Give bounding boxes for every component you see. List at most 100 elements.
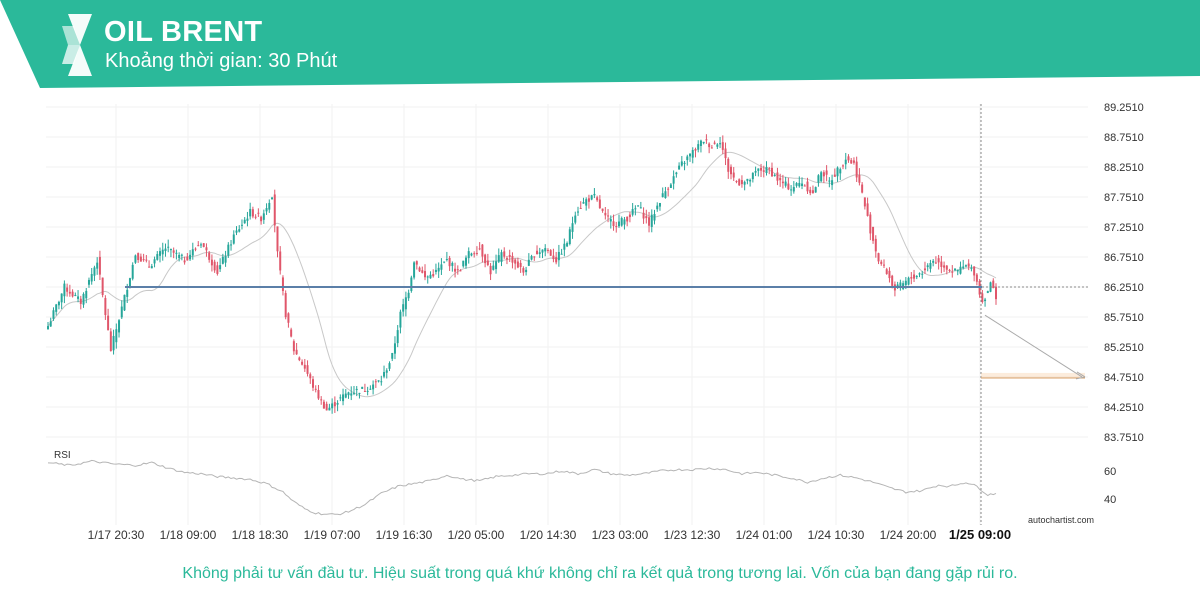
candle-body [514, 259, 517, 264]
candle-body [495, 261, 498, 270]
candle-body [945, 265, 948, 270]
candle-body [230, 244, 233, 246]
candle-body [178, 254, 181, 259]
time-tick-label: 1/19 07:00 [304, 528, 361, 542]
rsi-tick-label: 60 [1104, 466, 1116, 478]
candle-body [87, 279, 90, 285]
candle-body [342, 394, 345, 402]
candle-body [798, 182, 801, 187]
candle-body [642, 212, 645, 219]
candle-body [328, 407, 331, 411]
candle-body [593, 193, 596, 196]
candle-body [333, 402, 336, 407]
candle-body [970, 267, 973, 269]
moving-average-line [47, 151, 997, 398]
candle-body [413, 262, 416, 278]
candle-body [486, 260, 489, 265]
price-tick-label: 84.7510 [1104, 372, 1144, 384]
candle-body [260, 216, 263, 222]
candle-body [612, 221, 615, 226]
candle-body [995, 286, 997, 300]
candle-body [596, 197, 599, 201]
candle-body [836, 167, 839, 177]
candle-body [574, 215, 577, 223]
candle-body [410, 277, 413, 292]
candle-body [281, 277, 284, 292]
candle-body [716, 144, 719, 147]
candle-body [115, 329, 118, 343]
candle-body [907, 277, 910, 285]
candle-body [757, 168, 760, 171]
watermark-text: autochartist.com [1028, 515, 1094, 525]
candle-body [546, 249, 549, 251]
candle-body [470, 253, 473, 256]
candle-body [224, 256, 227, 263]
candle-body [120, 306, 123, 318]
price-tick-label: 86.2510 [1104, 282, 1144, 294]
candle-body [645, 216, 648, 219]
rsi-panel: RSI [47, 450, 997, 516]
candle-body [760, 167, 763, 171]
candle-body [951, 271, 954, 273]
candle-body [650, 214, 653, 227]
candle-body [358, 392, 361, 394]
candle-body [257, 212, 260, 214]
price-tick-label: 87.7510 [1104, 192, 1144, 204]
candle-body [787, 183, 790, 190]
candle-body [954, 268, 957, 271]
candle-body [361, 386, 364, 389]
candle-body [156, 254, 159, 260]
price-tick-label: 86.7510 [1104, 252, 1144, 264]
candle-body [268, 202, 271, 210]
candle-body [434, 269, 437, 272]
candle-body [964, 265, 967, 267]
candle-body [388, 363, 391, 369]
candle-body [833, 174, 836, 177]
candle-body [322, 401, 325, 409]
candle-body [828, 180, 831, 182]
candle-body [530, 256, 533, 260]
candle-body [175, 252, 178, 254]
candle-body [142, 259, 145, 261]
candle-body [284, 293, 287, 318]
candle-body [549, 250, 552, 256]
candle-body [60, 293, 63, 303]
forecast [980, 104, 1086, 525]
candle-body [374, 381, 377, 383]
candle-body [664, 191, 667, 198]
price-tick-label: 85.7510 [1104, 312, 1144, 324]
candle-body [762, 170, 765, 172]
risk-disclaimer: Không phải tư vấn đầu tư. Hiệu suất tron… [182, 565, 1018, 582]
candle-body [202, 243, 205, 247]
candle-body [967, 263, 970, 267]
candle-body [934, 262, 937, 264]
candle-body [301, 361, 304, 365]
candle-body [806, 181, 809, 192]
candlesticks [47, 134, 997, 414]
candle-body [407, 292, 410, 299]
candle-body [962, 266, 965, 269]
candle-body [724, 148, 727, 159]
candle-body [792, 187, 795, 192]
candle-body [292, 341, 295, 352]
candle-body [418, 267, 421, 272]
candle-body [932, 260, 935, 263]
rsi-tick-label: 40 [1104, 494, 1116, 506]
candle-body [312, 379, 315, 388]
candle-body [164, 248, 167, 252]
chart-grid [46, 104, 1088, 525]
candle-body [615, 226, 618, 228]
candle-body [478, 248, 481, 250]
candle-body [197, 245, 200, 247]
instrument-title: OIL BRENT [104, 16, 263, 48]
candle-body [415, 261, 418, 265]
candle-body [249, 208, 252, 217]
candle-body [317, 389, 320, 399]
candle-body [134, 255, 137, 263]
price-tick-label: 87.2510 [1104, 222, 1144, 234]
candle-body [923, 268, 926, 271]
candle-body [929, 263, 932, 269]
candle-body [251, 209, 254, 217]
candle-body [943, 265, 946, 268]
candle-body [473, 253, 476, 255]
